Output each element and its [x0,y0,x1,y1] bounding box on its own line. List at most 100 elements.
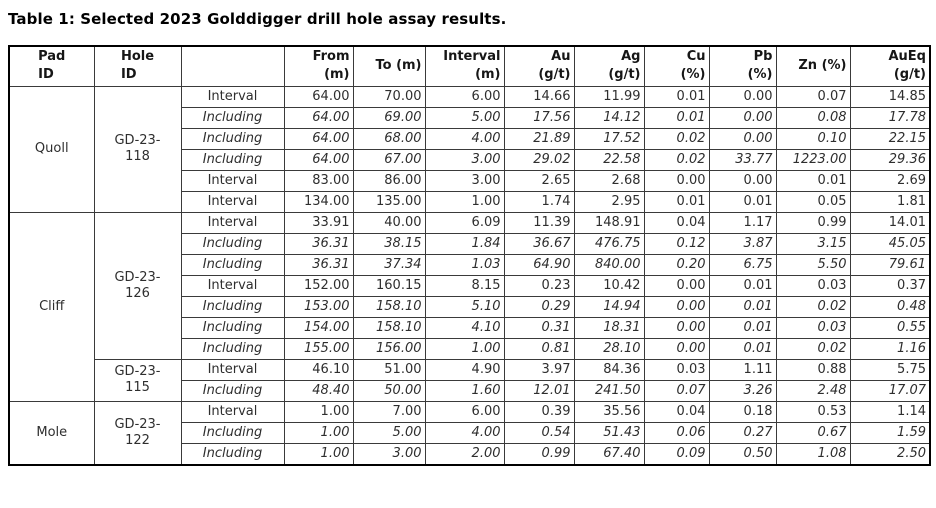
cell-from-m: 1.00 [283,421,354,444]
cell-zn-pct: 0.03 [775,274,851,297]
cell-cu-pct: 0.02 [643,148,710,171]
col-header-aueq-gpt: AuEq (g/t) [849,45,931,87]
cell-ag-gpt: 28.10 [573,337,645,360]
cell-au-gpt: 1.74 [503,190,575,213]
cell-au-gpt: 0.54 [503,421,575,444]
col-header-label: From (m) [312,49,350,83]
col-header-label: Zn (%) [798,58,847,74]
cell-zn-pct: 0.07 [775,85,851,108]
hole-id-label: GD-23-118 [114,133,161,164]
cell-zn-pct: 0.02 [775,337,851,360]
cell-interval-m: 4.90 [424,358,505,381]
cell-interval-m: 1.60 [424,379,505,402]
cell-au-gpt: 0.31 [503,316,575,339]
cell-zn-pct: 0.03 [775,316,851,339]
cell-to-m: 7.00 [352,400,426,423]
hole-id-cell: GD-23-126 [93,211,182,360]
cell-cu-pct: 0.03 [643,358,710,381]
cell-aueq-gpt: 1.16 [849,337,931,360]
cell-cu-pct: 0.02 [643,127,710,150]
cell-pb-pct: 1.11 [708,358,777,381]
row-type-cell: Interval [180,400,285,423]
cell-zn-pct: 0.10 [775,127,851,150]
col-header-cu-pct: Cu (%) [643,45,710,87]
col-header-label: AuEq (g/t) [888,49,926,83]
table-row: Including 1.00 5.00 4.00 0.54 51.43 0.06 0.27 0.… [9,421,931,444]
table-row: GD-23-115 Interval 46.10 51.00 4.90 3.97 84.36… [9,358,931,402]
page: Table 1: Selected 2023 Golddigger drill … [8,10,931,466]
table-row: Including 36.31 38.15 1.84 36.67 476.75 0.12 3.… [9,232,931,255]
cell-ag-gpt: 11.99 [573,85,645,108]
cell-from-m: 48.40 [283,379,354,402]
cell-au-gpt: 0.39 [503,400,575,423]
cell-zn-pct: 0.67 [775,421,851,444]
table-row: Including 64.00 68.00 4.00 21.89 17.52 0.02 0.0… [9,127,931,150]
cell-to-m: 69.00 [352,106,426,129]
cell-ag-gpt: 14.94 [573,295,645,318]
cell-pb-pct: 1.17 [708,211,777,234]
col-header-from-m: From (m) [283,45,354,87]
cell-aueq-gpt: 29.36 [849,148,931,171]
cell-cu-pct: 0.00 [643,337,710,360]
cell-ag-gpt: 840.00 [573,253,645,276]
cell-to-m: 86.00 [352,169,426,192]
hole-id-cell: GD-23-115 [93,358,182,402]
row-type-cell: Including [180,106,285,129]
cell-cu-pct: 0.01 [643,106,710,129]
pad-cell: Quoll [8,85,95,213]
cell-interval-m: 8.15 [424,274,505,297]
cell-au-gpt: 17.56 [503,106,575,129]
row-type-cell: Interval [180,274,285,297]
cell-pb-pct: 0.01 [708,295,777,318]
cell-cu-pct: 0.00 [643,295,710,318]
cell-from-m: 153.00 [283,295,354,318]
cell-to-m: 156.00 [352,337,426,360]
cell-cu-pct: 0.07 [643,379,710,402]
col-header-pb-pct: Pb (%) [708,45,777,87]
row-type-cell: Including [180,253,285,276]
cell-pb-pct: 3.87 [708,232,777,255]
cell-au-gpt: 0.81 [503,337,575,360]
cell-interval-m: 6.00 [424,85,505,108]
cell-interval-m: 1.00 [424,190,505,213]
cell-interval-m: 4.10 [424,316,505,339]
cell-pb-pct: 3.26 [708,379,777,402]
cell-from-m: 64.00 [283,148,354,171]
row-type-cell: Including [180,232,285,255]
row-type-cell: Interval [180,190,285,213]
table-body: Quoll GD-23-118 Interval 64.00 70.00 6.00 14.6… [8,85,931,465]
cell-pb-pct: 0.27 [708,421,777,444]
cell-from-m: 36.31 [283,232,354,255]
table-row: Including 154.00 158.10 4.10 0.31 18.31 0.00 0.… [9,316,931,339]
cell-to-m: 135.00 [352,190,426,213]
cell-to-m: 67.00 [352,148,426,171]
cell-cu-pct: 0.01 [643,85,710,108]
cell-ag-gpt: 18.31 [573,316,645,339]
cell-to-m: 51.00 [352,358,426,381]
cell-aueq-gpt: 14.01 [849,211,931,234]
hole-id-label: GD-23-126 [114,269,161,301]
cell-aueq-gpt: 79.61 [849,253,931,276]
cell-aueq-gpt: 14.85 [849,85,931,108]
cell-from-m: 83.00 [283,169,354,192]
cell-ag-gpt: 14.12 [573,106,645,129]
col-header-label: Pb (%) [747,49,773,83]
cell-au-gpt: 11.39 [503,211,575,234]
cell-au-gpt: 2.65 [503,169,575,192]
cell-aueq-gpt: 0.48 [849,295,931,318]
header-row: Pad ID Hole ID From (m) To (m) Interval (m) A… [8,45,931,87]
cell-from-m: 64.00 [283,85,354,108]
cell-pb-pct: 0.18 [708,400,777,423]
cell-aueq-gpt: 22.15 [849,127,931,150]
cell-to-m: 3.00 [352,442,426,465]
table-row: Including 1.00 3.00 2.00 0.99 67.40 0.09 0.50 1.… [9,442,931,465]
cell-interval-m: 6.00 [424,400,505,423]
cell-interval-m: 4.00 [424,127,505,150]
cell-cu-pct: 0.00 [643,316,710,339]
cell-zn-pct: 2.48 [775,379,851,402]
cell-from-m: 154.00 [283,316,354,339]
cell-zn-pct: 3.15 [775,232,851,255]
cell-to-m: 50.00 [352,379,426,402]
cell-aueq-gpt: 17.07 [849,379,931,402]
cell-au-gpt: 3.97 [503,358,575,381]
